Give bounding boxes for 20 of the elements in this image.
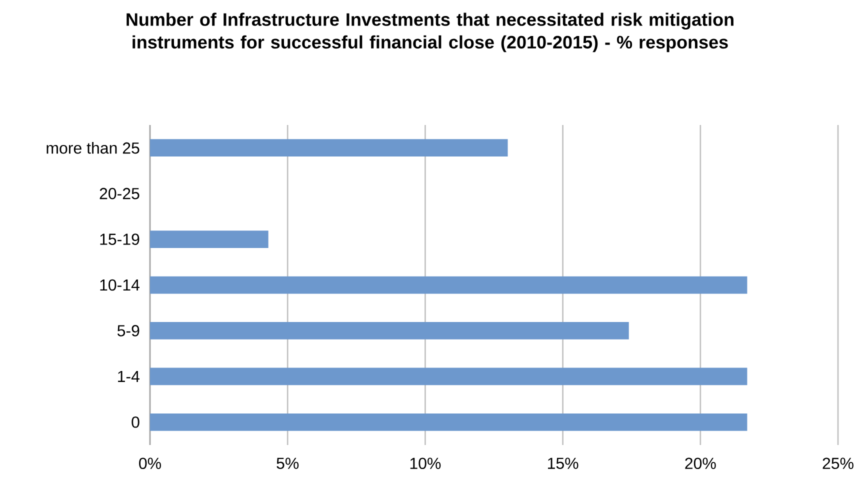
- y-tick-label: 0: [132, 416, 140, 428]
- x-tick-label: 10%: [410, 458, 441, 470]
- bar: [150, 139, 508, 157]
- bar: [150, 230, 268, 248]
- x-tick-label: 25%: [822, 458, 854, 470]
- y-tick-label: 20-25: [100, 188, 140, 200]
- bar: [150, 276, 748, 294]
- y-tick-label: 1-4: [118, 370, 140, 382]
- bar: [150, 413, 748, 431]
- y-tick-label: 5-9: [117, 325, 140, 336]
- y-tick-label: 15-19: [100, 234, 140, 245]
- x-tick-label: 0%: [139, 458, 161, 470]
- y-tick-label: more than 25: [46, 142, 140, 154]
- bar: [150, 368, 748, 386]
- x-tick-label: 20%: [685, 458, 716, 470]
- x-tick-label: 5%: [276, 458, 299, 469]
- bar: [150, 322, 629, 340]
- chart-title: Number of Infrastructure Investments that necessitated risk mitigation instruments for successful financial close (2010-2015) - % responses: [126, 12, 734, 52]
- y-tick-label: 10-14: [100, 279, 140, 291]
- x-tick-label: 15%: [548, 458, 578, 469]
